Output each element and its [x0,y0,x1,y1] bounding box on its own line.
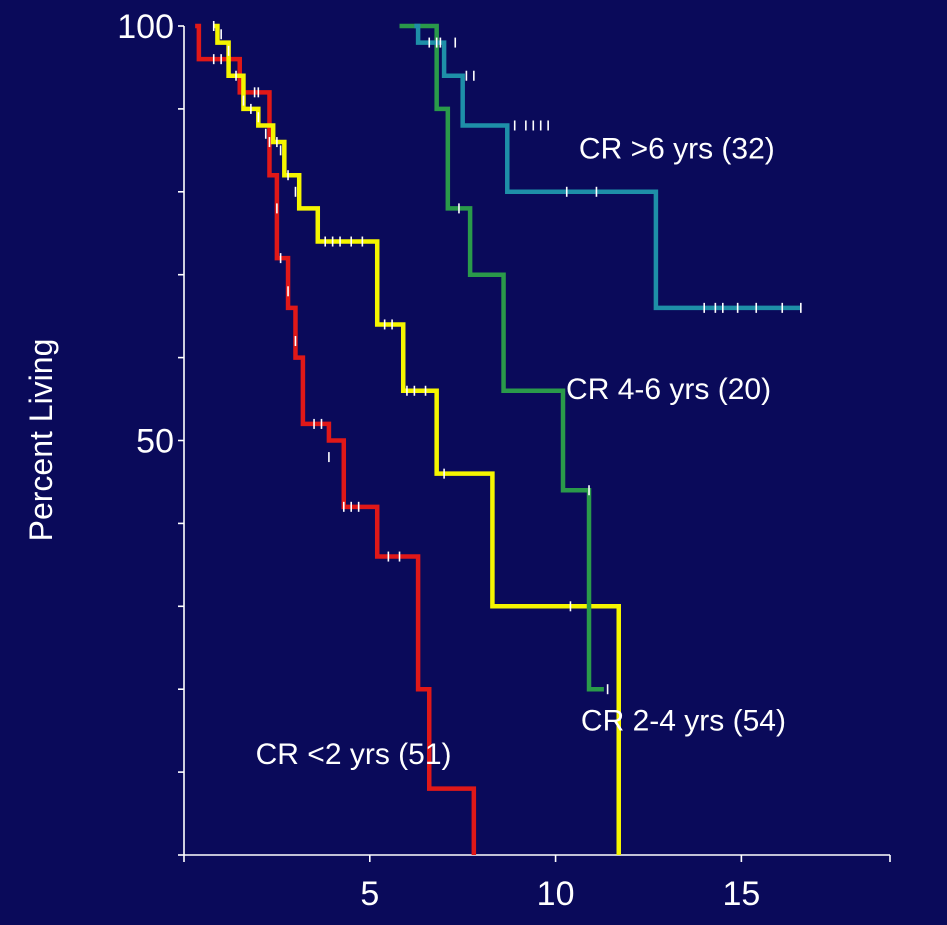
series-group-2 [212,21,621,855]
series-label: CR >6 yrs (32) [579,133,775,166]
y-axis-label: Percent Living [23,339,59,542]
series-group-4 [414,23,802,313]
x-tick-label: 5 [360,875,379,913]
survival-curves [195,21,802,855]
axes: 50 100 5 10 15 [117,8,891,913]
x-tick-label: 15 [722,875,760,913]
y-tick-label: 100 [117,8,174,46]
survival-curve [195,23,477,855]
series-label: CR 4-6 yrs (20) [566,373,771,406]
series-label: CR 2-4 yrs (54) [581,705,786,738]
survival-curve [399,23,604,692]
x-tick-label: 10 [537,875,575,913]
series-label: CR <2 yrs (51) [256,738,452,771]
series-group-3 [399,23,609,695]
series-labels: CR <2 yrs (51) CR 2-4 yrs (54) CR 4-6 yrs … [256,133,786,771]
survival-curve [213,23,621,855]
series-group-1 [195,23,477,855]
y-tick-label: 50 [136,423,174,461]
